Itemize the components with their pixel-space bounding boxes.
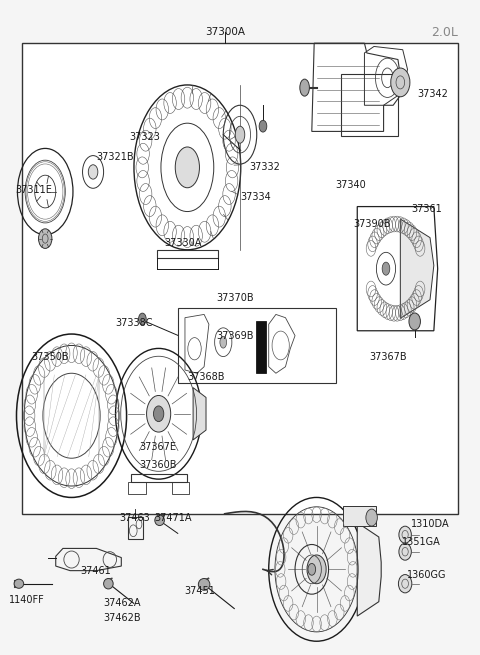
Bar [256,321,266,373]
Text: 37321B: 37321B [96,152,134,162]
Text: 1360GG: 1360GG [407,570,446,580]
Text: 1310DA: 1310DA [411,519,450,529]
Ellipse shape [155,515,164,525]
Text: 37390B: 37390B [353,219,390,229]
Text: 37330A: 37330A [164,238,201,248]
Text: 37311E: 37311E [15,185,52,195]
Ellipse shape [235,126,245,143]
Ellipse shape [259,121,267,132]
Ellipse shape [198,578,210,590]
Text: 37462A: 37462A [103,597,141,608]
Ellipse shape [43,373,100,458]
Text: 37323: 37323 [129,132,160,141]
Text: 1140FF: 1140FF [9,595,45,605]
Ellipse shape [391,68,410,97]
Ellipse shape [220,336,227,348]
Text: 37368B: 37368B [188,371,225,381]
Polygon shape [400,219,434,318]
Ellipse shape [398,574,412,593]
Text: 37334: 37334 [240,192,271,202]
Text: 37369B: 37369B [216,331,254,341]
Ellipse shape [308,563,316,575]
Text: 37370B: 37370B [216,293,254,303]
Ellipse shape [38,229,52,248]
Ellipse shape [104,578,113,589]
Ellipse shape [307,555,326,584]
Bar [129,481,146,493]
Text: 37461: 37461 [80,566,111,576]
Text: 1351GA: 1351GA [402,537,441,547]
Ellipse shape [300,79,310,96]
Bar [128,517,144,538]
Ellipse shape [154,406,164,422]
Ellipse shape [14,579,24,588]
Text: 37361: 37361 [411,204,442,214]
Text: 2.0L: 2.0L [431,26,458,39]
Text: 37342: 37342 [417,88,448,98]
Ellipse shape [139,313,146,325]
Ellipse shape [399,543,411,560]
Ellipse shape [382,262,390,275]
Ellipse shape [175,147,200,188]
Ellipse shape [399,526,411,543]
Text: 37462B: 37462B [103,613,141,624]
Text: 37340: 37340 [336,180,366,190]
Polygon shape [357,523,381,616]
Text: 37471A: 37471A [154,514,192,523]
Text: 37367E: 37367E [140,442,177,452]
Bar [171,481,189,493]
Bar [178,308,336,383]
Ellipse shape [88,165,98,179]
Text: 37451: 37451 [184,586,215,596]
Bar [340,74,398,136]
Ellipse shape [366,509,377,526]
Text: 37332: 37332 [250,162,280,172]
Text: 37367B: 37367B [369,352,407,362]
Polygon shape [193,388,206,440]
Text: 37338C: 37338C [116,318,153,328]
Text: 37463: 37463 [120,514,150,523]
Polygon shape [343,506,376,526]
Text: 37360B: 37360B [140,460,177,470]
Bar [22,43,458,514]
Text: 37350B: 37350B [32,352,70,362]
Ellipse shape [409,313,420,330]
Ellipse shape [146,396,171,432]
Text: 37300A: 37300A [204,27,245,37]
